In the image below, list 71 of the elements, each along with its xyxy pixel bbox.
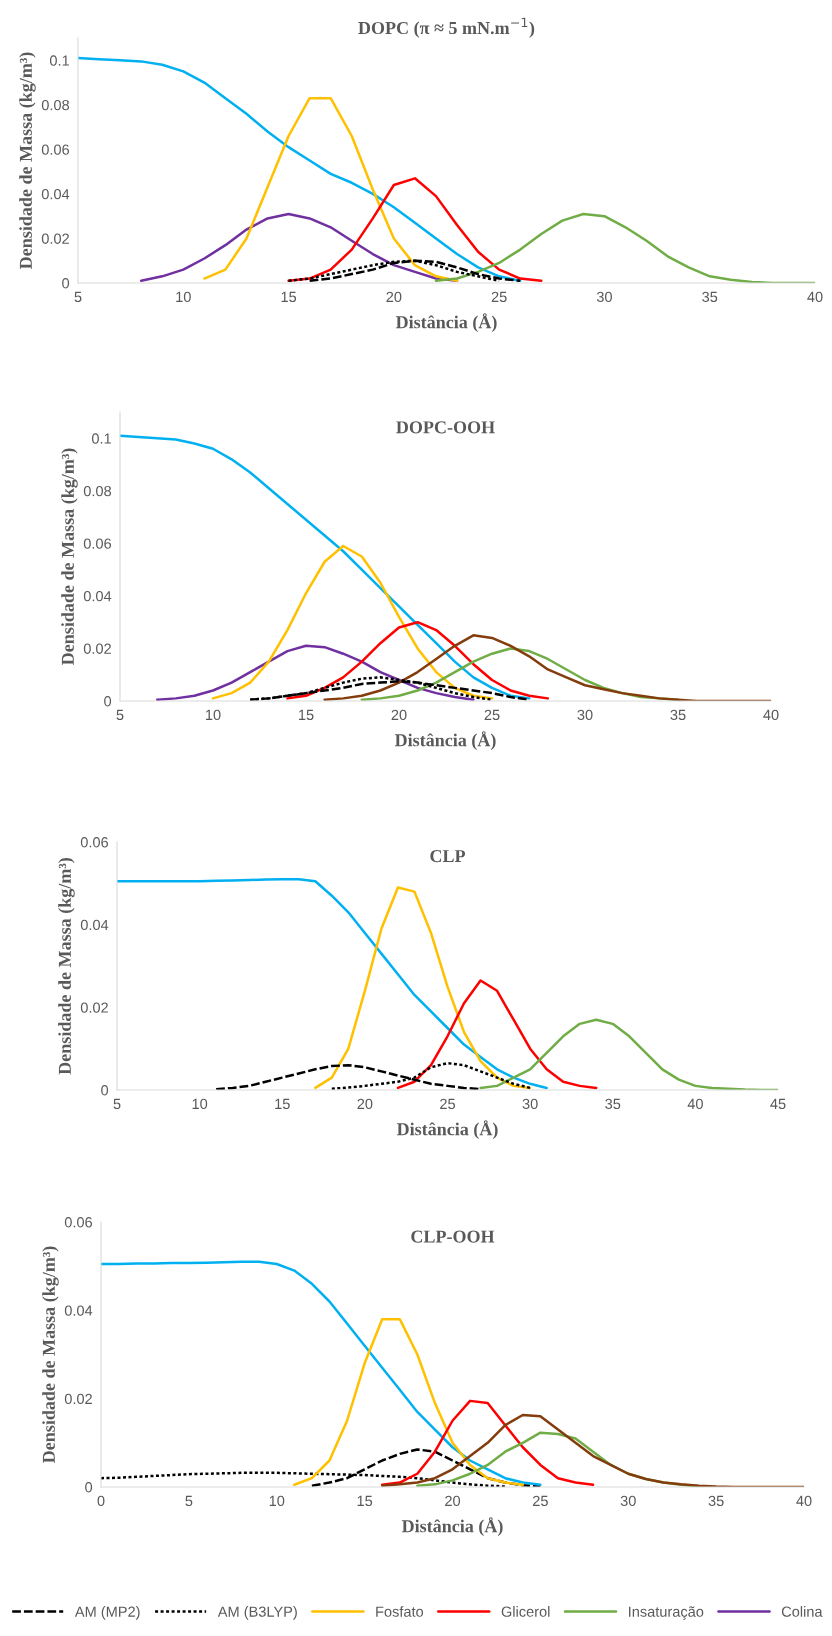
x-tick-label: 5 [113,1098,121,1110]
x-tick-label: 20 [357,1098,373,1110]
x-tick-label: 30 [596,291,612,303]
y-tick-label: 0.06 [80,837,109,848]
y-tick-label: 0.02 [80,1002,108,1013]
chart-title: CLP-OOH [411,1230,495,1243]
y-tick-label: 0.06 [64,1217,93,1228]
y-tick-label: 0 [104,696,112,707]
chart-title: CLP [430,850,466,863]
y-axis-title: Densidade de Massa (kg/m³) [19,52,36,269]
x-tick-label: 25 [491,291,507,303]
y-tick-label: 0.04 [64,1305,93,1316]
chart-title: DOPC (π ≈ 5 mN.m$^{−1}$) [358,17,535,38]
y-tick-label: 0.06 [83,538,112,549]
y-tick-label: 0.04 [41,189,70,200]
x-tick-label: 10 [269,1495,285,1507]
y-tick-label: 0.02 [64,1393,92,1405]
x-tick-label: 10 [176,291,191,303]
x-tick-label: 35 [670,709,686,721]
x-tick-label: 10 [206,709,221,721]
x-tick-label: 35 [702,291,718,303]
x-tick-label: 25 [533,1495,548,1507]
y-axis-title: Densidade de Massa (kg/m³) [42,1246,59,1463]
x-tick-label: 45 [770,1098,786,1110]
x-tick-label: 15 [281,291,297,303]
x-tick-label: 40 [807,291,823,303]
x-tick-label: 25 [484,709,500,721]
x-tick-label: 15 [357,1495,373,1507]
y-tick-label: 0.1 [91,433,111,444]
x-tick-label: 30 [522,1098,538,1110]
x-axis-title: Distância (Å) [396,1120,498,1139]
y-axis-title: Densidade de Massa (kg/m³) [61,448,78,665]
x-tick-label: 15 [299,709,314,721]
legend-label: AM (MP2) [74,1606,140,1620]
y-tick-label: 0.04 [83,591,112,602]
y-tick-label: 0 [62,278,70,289]
y-tick-label: 0.02 [41,233,69,244]
x-tick-label: 30 [577,709,593,721]
x-tick-label: 25 [440,1098,455,1110]
x-tick-label: 15 [275,1098,290,1110]
y-tick-label: 0 [85,1482,93,1493]
x-tick-label: 40 [763,709,779,721]
x-tick-label: 10 [192,1098,208,1110]
x-tick-label: 5 [74,291,82,303]
x-tick-label: 30 [620,1495,636,1507]
legend-label: AM (B3LYP) [217,1606,297,1620]
legend-label: Fosfato [376,1606,424,1617]
legend-label: Insaturação [629,1606,704,1620]
y-tick-label: 0.1 [49,55,69,66]
x-axis-title: Distância (Å) [394,731,496,750]
x-tick-label: 35 [708,1495,724,1507]
x-axis-title: Distância (Å) [401,1517,503,1536]
x-tick-label: 5 [116,709,124,721]
x-tick-label: 20 [391,709,407,721]
x-tick-label: 20 [445,1495,461,1507]
y-axis-title: Densidade de Massa (kg/m³) [58,858,75,1075]
y-tick-label: 0.08 [41,99,70,111]
y-tick-label: 0.08 [83,485,112,497]
y-tick-label: 0.06 [41,144,70,155]
x-axis-title: Distância (Å) [395,313,497,332]
y-tick-label: 0.02 [83,643,111,654]
x-tick-label: 40 [796,1495,812,1507]
x-tick-label: 20 [386,291,402,303]
x-tick-label: 35 [605,1098,621,1110]
y-tick-label: 0 [101,1085,109,1096]
y-tick-label: 0.04 [80,919,109,931]
legend-label: Glicerol [501,1606,550,1617]
chart-title: DOPC-OOH [396,421,495,434]
x-tick-label: 40 [687,1098,703,1110]
legend-label: Colina [781,1606,823,1617]
x-tick-label: 5 [185,1495,193,1507]
